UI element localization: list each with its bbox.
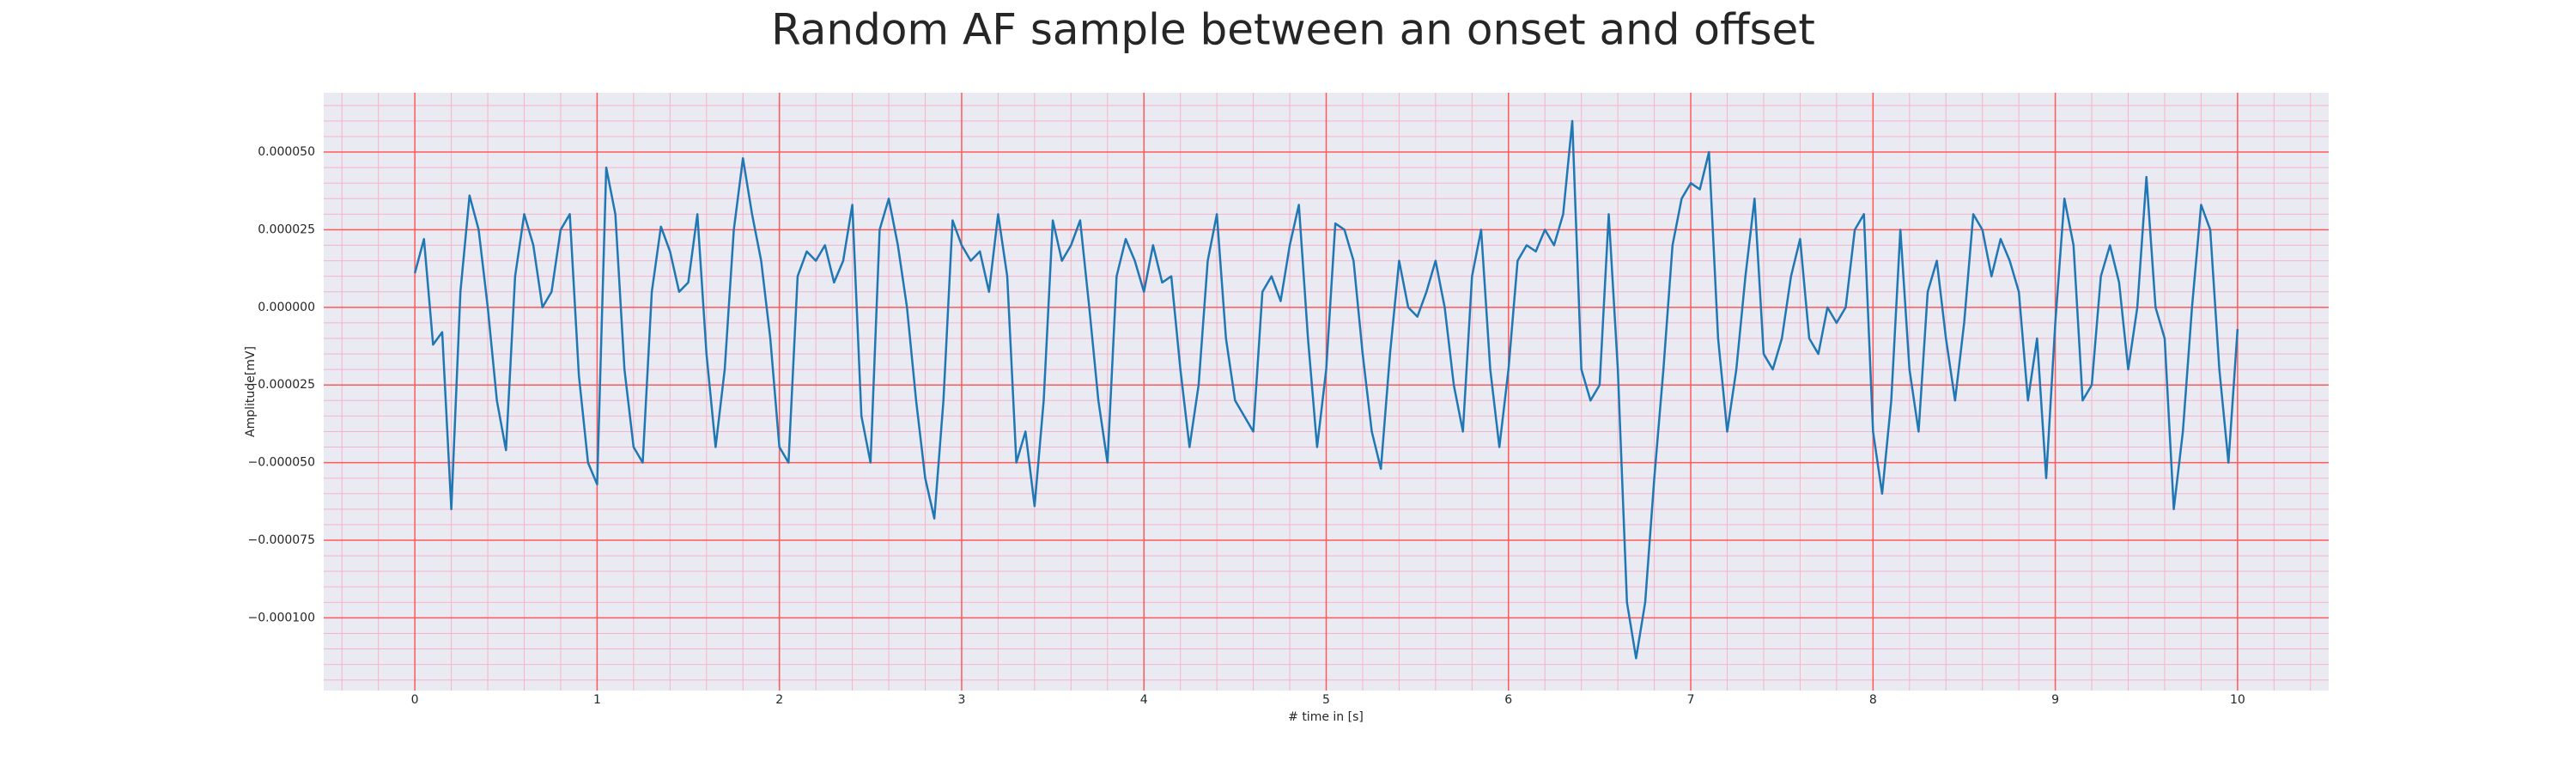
y-tick-label: −0.000075 [247, 533, 315, 547]
y-tick-label: −0.000050 [247, 456, 315, 470]
x-tick-label: 0 [411, 693, 419, 707]
x-tick-label: 8 [1869, 693, 1877, 707]
x-tick-label: 9 [2051, 693, 2059, 707]
x-tick-label: 10 [2230, 693, 2245, 707]
x-tick-label: 1 [593, 693, 601, 707]
y-tick-label: −0.000100 [247, 611, 315, 624]
y-axis-label: Amplitude[mV] [244, 346, 258, 437]
y-tick-label: 0.000050 [258, 145, 315, 159]
y-tick-label: 0.000000 [258, 301, 315, 314]
x-tick-label: 7 [1687, 693, 1695, 707]
x-tick-label: 3 [957, 693, 965, 707]
x-tick-label: 2 [775, 693, 783, 707]
line-series [413, 119, 2239, 660]
y-tick-label: −0.000025 [247, 378, 315, 392]
x-tick-label: 5 [1322, 693, 1330, 707]
x-tick-label: 4 [1140, 693, 1148, 707]
chart-title: Random AF sample between an onset and of… [771, 5, 1815, 55]
x-tick-label: 6 [1504, 693, 1512, 707]
x-axis-label: # time in [s] [1288, 710, 1364, 724]
y-tick-label: 0.000025 [258, 222, 315, 236]
